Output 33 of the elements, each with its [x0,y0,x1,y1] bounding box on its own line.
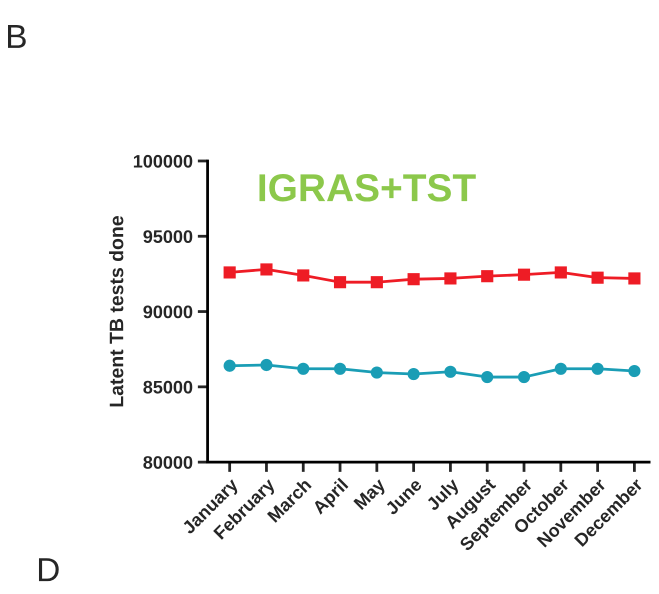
point [444,272,456,284]
point [297,269,310,282]
point [260,263,273,276]
point [334,362,346,375]
point [224,266,236,278]
point [628,364,640,378]
point [297,362,310,375]
point [481,370,494,384]
point [481,270,494,282]
point [554,362,567,375]
point [592,272,604,284]
point [224,360,236,372]
point [334,276,346,288]
y-tick-label: 85000 [143,380,192,394]
y-tick-label: 80000 [143,456,192,469]
point [408,273,420,286]
y-tick-label: 95000 [143,230,192,243]
point [628,272,640,284]
point [370,276,383,288]
y-tick-label: 100000 [134,154,192,168]
point [260,358,273,372]
y-axis-title: Latent TB tests done [109,216,124,406]
point [444,366,456,378]
text: D [38,558,59,582]
point [554,266,567,278]
point [518,268,530,281]
point [592,362,604,375]
chart-title: IGRAS+TST [259,174,476,202]
point [518,370,530,384]
point [370,366,383,379]
point [408,368,420,380]
y-tick-label: 90000 [143,305,192,318]
text: B [8,24,26,48]
